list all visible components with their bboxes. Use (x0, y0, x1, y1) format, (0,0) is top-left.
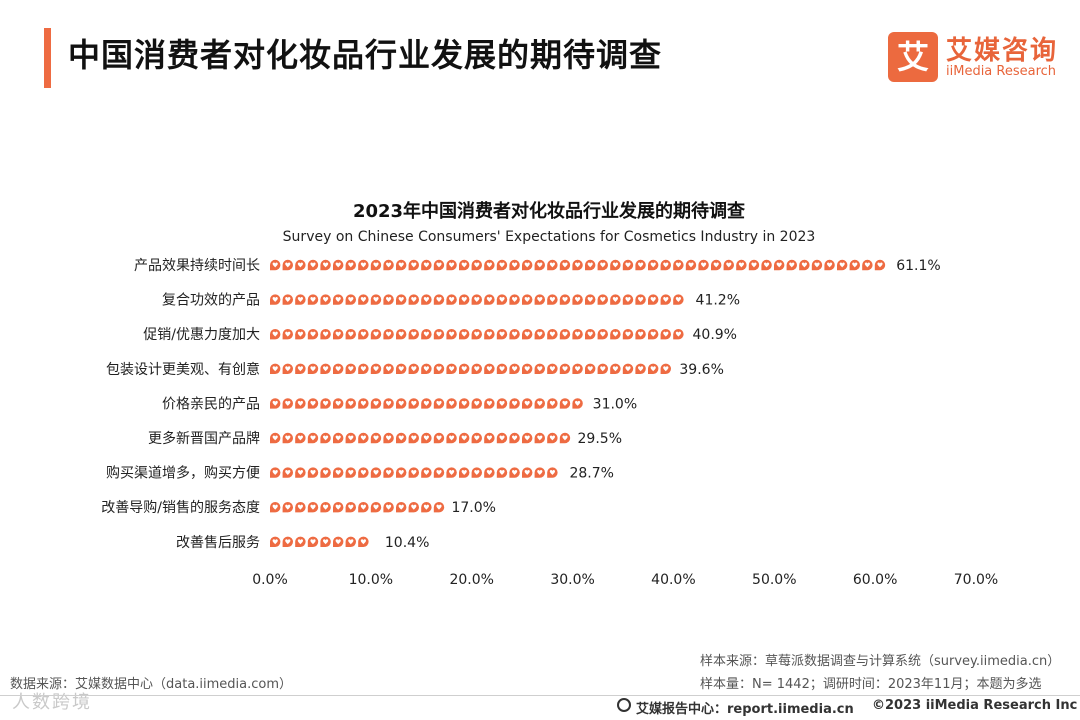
logo-chinese-name: 艾媒咨询 (946, 36, 1059, 66)
x-tick-label: 40.0% (651, 572, 695, 588)
category-label: 购买渠道增多，购买方便 (106, 465, 260, 482)
x-tick-label: 60.0% (853, 572, 897, 588)
x-tick-label: 50.0% (752, 572, 796, 588)
logo-english-name: iiMedia Research (946, 64, 1057, 79)
category-label: 改善导购/销售的服务态度 (101, 500, 260, 516)
category-label: 产品效果持续时间长 (134, 257, 260, 274)
category-label: 改善售后服务 (176, 535, 260, 551)
x-tick-label: 30.0% (550, 572, 594, 588)
page-title: 中国消费者对化妆品行业发展的期待调查 (68, 36, 663, 74)
x-tick-label: 70.0% (954, 572, 998, 588)
category-label: 价格亲民的产品 (162, 396, 260, 412)
bar (270, 363, 671, 374)
footer-divider (0, 695, 1080, 696)
bar (270, 259, 886, 271)
data-label: 29.5% (578, 431, 622, 447)
data-label: 41.2% (696, 293, 740, 309)
bar (270, 467, 558, 478)
category-label: 复合功效的产品 (162, 292, 260, 309)
bar (270, 329, 684, 340)
logo-badge: 艾 (888, 32, 938, 82)
iimedia-logo: 艾 艾媒咨询 iiMedia Research (888, 30, 1066, 84)
sample-source: 样本来源：草莓派数据调查与计算系统（survey.iimedia.cn） (700, 654, 1061, 669)
bar (270, 536, 369, 547)
bar (270, 398, 583, 409)
bar (270, 294, 684, 305)
data-label: 61.1% (896, 258, 940, 274)
bar (270, 502, 445, 513)
copyright: ©2023 iiMedia Research Inc (872, 698, 1078, 713)
data-label: 10.4% (385, 535, 429, 551)
category-label: 促销/优惠力度加大 (143, 327, 260, 343)
data-label: 40.9% (693, 327, 737, 343)
report-center-link[interactable]: 艾媒报告中心：report.iimedia.cn (636, 702, 854, 717)
x-tick-label: 10.0% (349, 572, 393, 588)
chart-subtitle: Survey on Chinese Consumers' Expectation… (282, 229, 816, 245)
sample-info: 样本量：N= 1442；调研时间：2023年11月；本题为多选 (700, 677, 1042, 692)
x-tick-label: 0.0% (252, 572, 288, 588)
bar (270, 432, 571, 444)
chart-title: 2023年中国消费者对化妆品行业发展的期待调查 (352, 201, 746, 222)
data-label: 17.0% (451, 500, 495, 516)
data-source: 数据来源：艾媒数据中心（data.iimedia.com） (10, 677, 293, 692)
category-label: 包装设计更美观、有创意 (106, 361, 260, 378)
data-label: 28.7% (569, 466, 613, 482)
x-tick-label: 20.0% (449, 572, 493, 588)
data-label: 39.6% (679, 362, 723, 378)
title-accent-bar (44, 28, 51, 88)
data-label: 31.0% (593, 396, 637, 412)
bar-chart: 产品效果持续时间长 61.1% 复合功效的产品 41.2% 促销/优惠力度加大 40.9%… (101, 257, 998, 588)
globe-icon (617, 698, 631, 712)
watermark: 人数跨境 (12, 692, 92, 713)
category-label: 更多新晋国产品牌 (148, 430, 260, 447)
